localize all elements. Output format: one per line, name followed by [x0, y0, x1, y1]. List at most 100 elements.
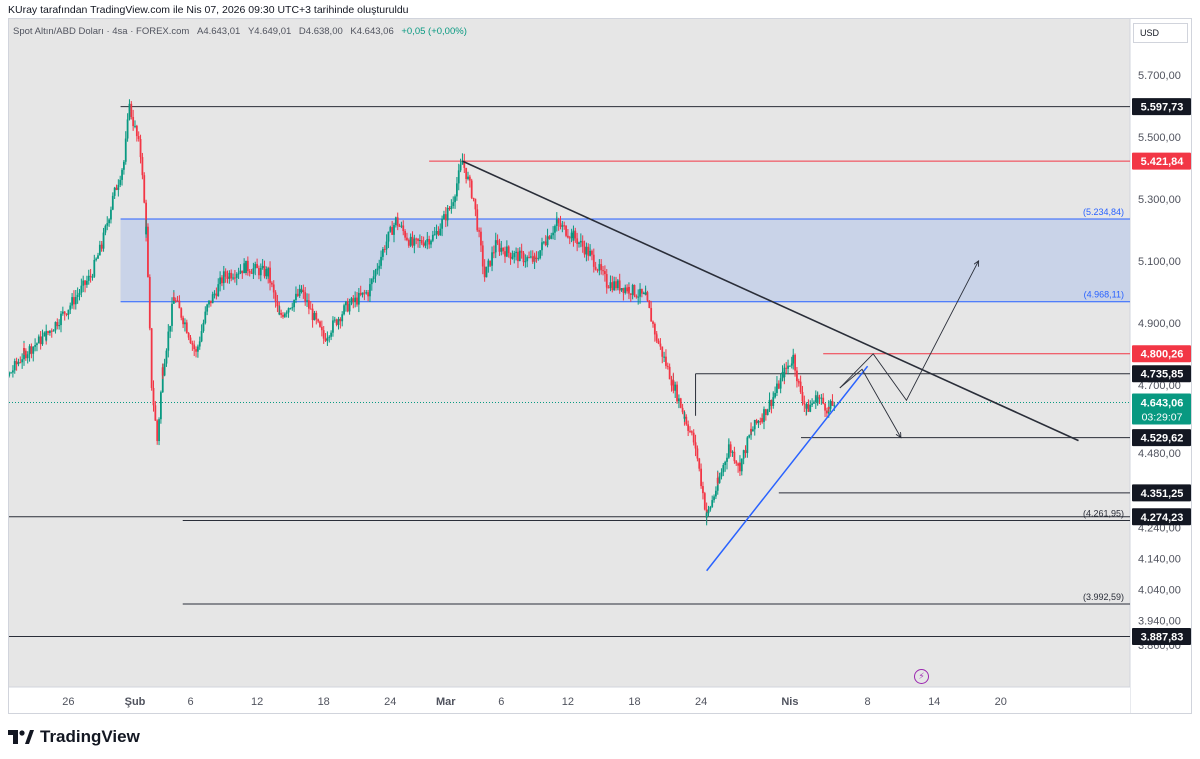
candle-body	[182, 317, 184, 325]
candle-body	[672, 380, 675, 391]
candle-body	[404, 231, 406, 238]
candle-body	[167, 331, 170, 351]
candle-body	[776, 383, 778, 393]
candle-body	[631, 284, 634, 295]
candle-body	[739, 462, 741, 472]
candle-body	[813, 401, 815, 404]
level-price-label-bg	[1132, 508, 1191, 526]
candle-body	[315, 312, 318, 320]
candle-body	[317, 319, 320, 322]
x-tick-label: Mar	[436, 696, 456, 708]
candle-body	[271, 282, 273, 285]
candle-body	[302, 290, 305, 293]
x-tick-label: 24	[695, 696, 707, 708]
candle-body	[298, 288, 301, 296]
symbol-name[interactable]: Spot Altın/ABD Doları · 4sa · FOREX.com	[13, 26, 190, 37]
candle-body	[250, 272, 253, 274]
y-tick-label: 4.900,00	[1138, 318, 1181, 330]
candle-body	[282, 314, 284, 317]
candle-body	[174, 300, 177, 302]
candle-body	[185, 322, 188, 334]
candle-body	[147, 226, 149, 277]
lightning-icon[interactable]: ⚡	[914, 669, 929, 684]
ohlc-open: A4.643,01	[196, 26, 241, 37]
currency-selector[interactable]: USD	[1133, 23, 1188, 43]
candle-body	[683, 416, 686, 419]
candle-body	[221, 277, 223, 284]
candle-body	[787, 365, 789, 369]
candle-body	[740, 458, 743, 472]
candle-body	[646, 292, 649, 301]
candle-body	[618, 280, 621, 291]
candle-body	[184, 322, 186, 325]
level-price-label-bg	[1132, 152, 1191, 170]
x-tick-label: 8	[865, 696, 871, 708]
candle-body	[406, 237, 408, 241]
candle-body	[47, 331, 49, 333]
candle-body	[727, 444, 730, 448]
candle-body	[320, 326, 323, 331]
candle-body	[274, 292, 277, 302]
candle-body	[779, 378, 782, 389]
candle-body	[642, 293, 645, 295]
candle-body	[483, 266, 486, 278]
candle-body	[36, 343, 38, 346]
candle-body	[563, 225, 566, 227]
x-tick-label: 18	[628, 696, 640, 708]
candle-body	[15, 361, 18, 365]
candle-body	[73, 297, 75, 305]
candle-body	[681, 407, 684, 413]
price-chart[interactable]: 5.700,00 5.500,00 5.300,00 5.100,00 4.900,00…	[9, 19, 1192, 714]
candle-body	[424, 241, 427, 246]
candle-body	[365, 292, 368, 294]
candle-body	[443, 214, 445, 220]
candle-body	[93, 259, 96, 277]
candle-body	[267, 267, 270, 277]
candle-body	[489, 260, 492, 266]
candle-body	[117, 184, 120, 190]
candle-body	[378, 265, 381, 269]
ohlc-high: Y4.649,01	[247, 26, 292, 37]
candle-body	[700, 468, 702, 487]
candle-body	[124, 138, 127, 162]
tradingview-footer[interactable]: TradingView	[8, 727, 140, 747]
candle-body	[191, 343, 194, 345]
candle-body	[613, 281, 616, 290]
candle-body	[426, 238, 429, 242]
candle-body	[296, 293, 299, 296]
candle-body	[576, 238, 579, 245]
candle-body	[587, 246, 590, 256]
candle-body	[585, 246, 588, 255]
candle-body	[309, 308, 312, 310]
candle-body	[263, 265, 266, 277]
candle-body	[565, 225, 567, 236]
chart-frame[interactable]: 5.700,00 5.500,00 5.300,00 5.100,00 4.900,00…	[8, 18, 1192, 714]
candle-body	[319, 321, 321, 327]
candle-body	[468, 176, 471, 181]
candle-body	[685, 416, 688, 425]
candle-body	[156, 420, 159, 442]
candle-body	[433, 234, 436, 236]
candle-body	[657, 340, 660, 344]
candle-body	[759, 421, 762, 423]
candle-body	[148, 276, 151, 329]
candle-body	[135, 125, 138, 137]
candle-body	[555, 219, 558, 223]
candle-body	[607, 287, 610, 289]
ohlc-low: D4.638,00	[298, 26, 343, 37]
candle-body	[639, 288, 641, 297]
candle-body	[300, 290, 303, 293]
candle-body	[622, 288, 625, 293]
candle-body	[807, 404, 810, 412]
candle-body	[504, 251, 506, 257]
candle-body	[139, 154, 142, 158]
candle-body	[215, 293, 218, 297]
candle-body	[833, 405, 836, 407]
candle-body	[541, 242, 543, 251]
candle-body	[431, 234, 434, 241]
candle-body	[335, 319, 338, 325]
candle-body	[526, 257, 529, 262]
candle-body	[633, 284, 636, 296]
candle-body	[97, 255, 99, 259]
candle-body	[58, 325, 61, 327]
